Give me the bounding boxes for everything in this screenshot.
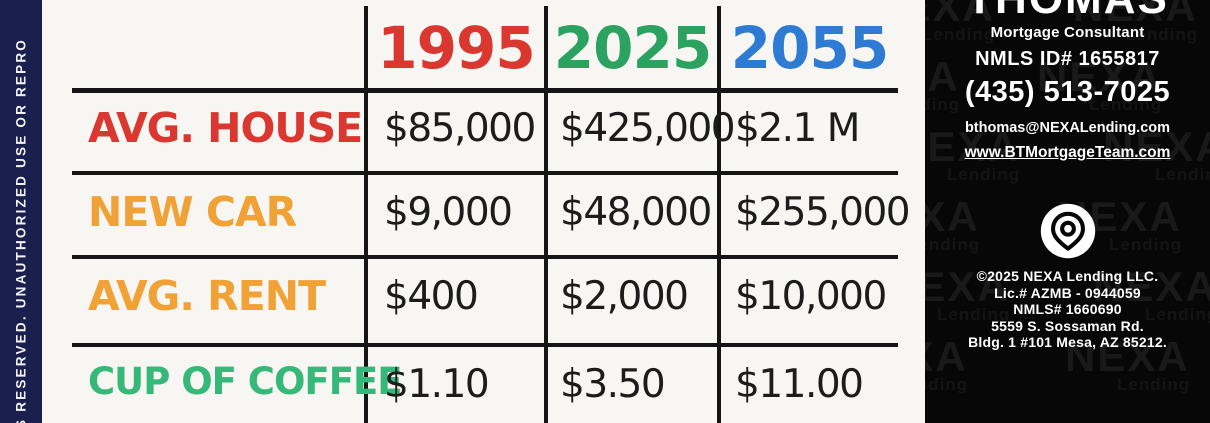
company-footer: ©2025 NEXA Lending LLC. Lic.# AZMB - 094… (925, 268, 1210, 351)
price-comparison-table: 1995 2025 2055 AVG. HOUSE $85,000 $425,0… (42, 0, 925, 423)
footer-street: 5559 S. Sossaman Rd. (991, 317, 1144, 334)
consultant-website: www.BTMortgageTeam.com (964, 144, 1171, 161)
column-header-2055: 2055 (730, 14, 889, 82)
cell-car-2055: $255,000 (735, 190, 911, 235)
table-vertical-line (544, 6, 548, 423)
consultant-phone: (435) 513-7025 (964, 76, 1171, 108)
footer-city: Bldg. 1 #101 Mesa, AZ 85212. (968, 334, 1167, 350)
copyright-strip: S RESERVED. UNAUTHORIZED USE OR REPRO (0, 0, 42, 423)
row-label-avg-house: AVG. HOUSE (88, 104, 363, 152)
row-label-new-car: NEW CAR (88, 188, 297, 236)
cell-rent-1995: $400 (384, 274, 479, 319)
consultant-nmls-id: NMLS ID# 1655817 (975, 48, 1160, 70)
cell-rent-2025: $2,000 (560, 274, 689, 319)
table-horizontal-line (72, 171, 898, 175)
cell-house-1995: $85,000 (384, 106, 536, 151)
cell-rent-2055: $10,000 (735, 274, 887, 319)
consultant-sidebar: NEXALending NEXALending NEXALending NEXA… (925, 0, 1210, 423)
location-pin-icon (925, 202, 1210, 262)
cell-house-2025: $425,000 (560, 106, 736, 151)
table-horizontal-line (72, 88, 898, 93)
copyright-strip-text: S RESERVED. UNAUTHORIZED USE OR REPRO (13, 38, 29, 423)
cell-coffee-2025: $3.50 (560, 362, 666, 407)
consultant-title: Mortgage Consultant (990, 24, 1145, 41)
cell-car-1995: $9,000 (384, 190, 513, 235)
cell-car-2025: $48,000 (560, 190, 712, 235)
table-vertical-line (364, 6, 368, 423)
consultant-email: bthomas@NEXALending.com (964, 120, 1171, 136)
footer-nmls: NMLS# 1660690 (1013, 301, 1122, 317)
table-vertical-line (717, 6, 721, 423)
cell-coffee-2055: $11.00 (735, 362, 864, 407)
table-horizontal-line (72, 255, 898, 259)
table-horizontal-line (72, 343, 898, 347)
footer-license: Lic.# AZMB - 0944059 (994, 284, 1141, 301)
row-label-cup-of-coffee: CUP OF COFFEE (88, 360, 403, 403)
footer-copyright: ©2025 NEXA Lending LLC. (976, 268, 1159, 284)
consultant-name: THOMAS (925, 0, 1210, 24)
cell-coffee-1995: $1.10 (384, 362, 490, 407)
row-label-avg-rent: AVG. RENT (88, 272, 326, 320)
column-header-2025: 2025 (553, 14, 712, 82)
cell-house-2055: $2.1 M (735, 106, 860, 151)
column-header-1995: 1995 (377, 14, 535, 82)
